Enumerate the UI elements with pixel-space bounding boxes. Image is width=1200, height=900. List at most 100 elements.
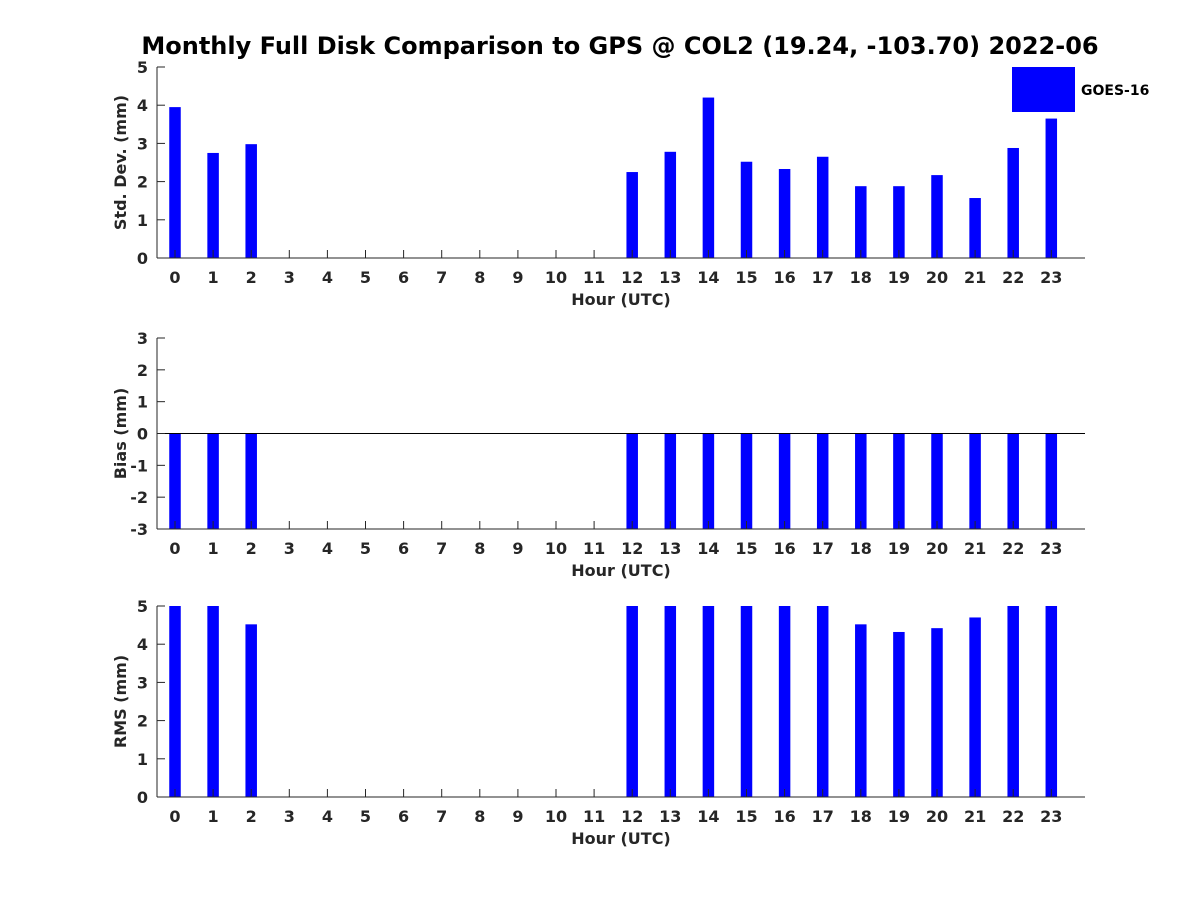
figure-title: Monthly Full Disk Comparison to GPS @ CO…	[141, 32, 1098, 60]
bias-xtick-label: 17	[812, 539, 834, 558]
std-dev-xtick-label: 11	[583, 268, 605, 287]
std-dev-bar-hour-12	[626, 172, 638, 258]
rms-ytick-label: 3	[137, 673, 148, 692]
bias-xtick-label: 7	[436, 539, 447, 558]
std-dev-bar-hour-22	[1007, 147, 1019, 258]
bias-ytick-label: 1	[137, 393, 148, 412]
bias-bar-hour-20	[931, 433, 943, 529]
rms-ytick-label: 2	[137, 712, 148, 731]
bias-xtick-label: 5	[360, 539, 371, 558]
std-dev-ytick-label: 3	[137, 134, 148, 153]
rms-bar-hour-19	[893, 631, 905, 797]
rms-ytick-label: 5	[137, 597, 148, 616]
std-dev-xtick-label: 19	[888, 268, 910, 287]
rms-xtick-label: 1	[208, 807, 219, 826]
std-dev-xtick-label: 6	[398, 268, 409, 287]
std-dev-bar-hour-2	[245, 144, 257, 258]
std-dev-bar-hour-21	[969, 198, 981, 258]
rms-bar-hour-22	[1007, 606, 1019, 797]
std-dev-xtick-label: 20	[926, 268, 948, 287]
std-dev-bar-hour-15	[740, 161, 753, 258]
rms-xtick-label: 8	[474, 807, 485, 826]
std-dev-bar-hour-18	[855, 186, 867, 258]
bias-xtick-label: 4	[322, 539, 333, 558]
std-dev-xtick-label: 18	[850, 268, 872, 287]
bias-bar-hour-15	[740, 433, 753, 529]
std-dev-bar-hour-20	[931, 175, 943, 258]
bias-bar-hour-1	[207, 433, 219, 529]
rms-bar-hour-13	[664, 606, 677, 797]
rms-bar-hour-15	[740, 606, 753, 797]
std-dev-bar-hour-13	[664, 151, 677, 258]
std-dev-y-axis-label: Std. Dev. (mm)	[111, 95, 130, 230]
rms-ytick-label: 0	[137, 788, 148, 807]
bias-bar-hour-12	[626, 433, 638, 529]
bias-xtick-label: 13	[659, 539, 681, 558]
bias-bar-hour-21	[969, 433, 981, 529]
bias-xtick-label: 14	[697, 539, 719, 558]
legend-label: GOES-16	[1081, 83, 1149, 99]
rms-bar-hour-21	[969, 617, 981, 797]
rms-ytick-label: 1	[137, 750, 148, 769]
std-dev-xtick-label: 15	[735, 268, 757, 287]
rms-xtick-label: 16	[773, 807, 795, 826]
bias-bar-hour-14	[702, 433, 715, 529]
rms-xtick-label: 20	[926, 807, 948, 826]
std-dev-xtick-label: 14	[697, 268, 719, 287]
std-dev-bar-hour-14	[702, 97, 715, 258]
rms-xtick-label: 9	[512, 807, 523, 826]
bias-xtick-label: 21	[964, 539, 986, 558]
std-dev-xtick-label: 23	[1040, 268, 1062, 287]
std-dev-xtick-label: 2	[246, 268, 257, 287]
rms-xtick-label: 0	[169, 807, 180, 826]
std-dev-xtick-label: 21	[964, 268, 986, 287]
rms-bar-hour-1	[207, 606, 219, 797]
bias-xtick-label: 3	[284, 539, 295, 558]
std-dev-bar-hour-1	[207, 152, 219, 258]
bias-bar-hour-18	[855, 433, 867, 529]
bias-xtick-label: 19	[888, 539, 910, 558]
rms-xtick-label: 2	[246, 807, 257, 826]
std-dev-bar-hour-19	[893, 186, 905, 258]
rms-xtick-label: 12	[621, 807, 643, 826]
rms-xtick-label: 5	[360, 807, 371, 826]
std-dev-xtick-label: 4	[322, 268, 333, 287]
std-dev-bar-hour-16	[778, 168, 791, 258]
rms-xtick-label: 18	[850, 807, 872, 826]
rms-bar-hour-16	[778, 606, 791, 797]
bias-xtick-label: 6	[398, 539, 409, 558]
rms-xtick-label: 6	[398, 807, 409, 826]
std-dev-xtick-label: 12	[621, 268, 643, 287]
rms-bar-hour-18	[855, 624, 867, 797]
rms-xtick-label: 11	[583, 807, 605, 826]
rms-xtick-label: 21	[964, 807, 986, 826]
rms-bar-hour-0	[169, 606, 181, 797]
std-dev-xtick-label: 10	[545, 268, 567, 287]
bias-ytick-label: -2	[130, 488, 148, 507]
std-dev-xtick-label: 7	[436, 268, 447, 287]
std-dev-xtick-label: 1	[208, 268, 219, 287]
std-dev-xtick-label: 9	[512, 268, 523, 287]
bias-xtick-label: 2	[246, 539, 257, 558]
bias-ytick-label: 2	[137, 361, 148, 380]
rms-bar-hour-20	[931, 628, 943, 797]
rms-xtick-label: 22	[1002, 807, 1024, 826]
bias-xtick-label: 8	[474, 539, 485, 558]
rms-bar-hour-17	[816, 606, 829, 797]
bias-ytick-label: 0	[137, 425, 148, 444]
bias-bar-hour-13	[664, 433, 677, 529]
bias-bar-hour-16	[778, 433, 791, 529]
rms-xtick-label: 7	[436, 807, 447, 826]
bias-bar-hour-23	[1045, 433, 1058, 529]
bias-ytick-label: -1	[130, 456, 148, 475]
rms-xtick-label: 10	[545, 807, 567, 826]
bias-xtick-label: 15	[735, 539, 757, 558]
std-dev-xtick-label: 3	[284, 268, 295, 287]
rms-y-axis-label: RMS (mm)	[111, 655, 130, 748]
rms-xtick-label: 13	[659, 807, 681, 826]
